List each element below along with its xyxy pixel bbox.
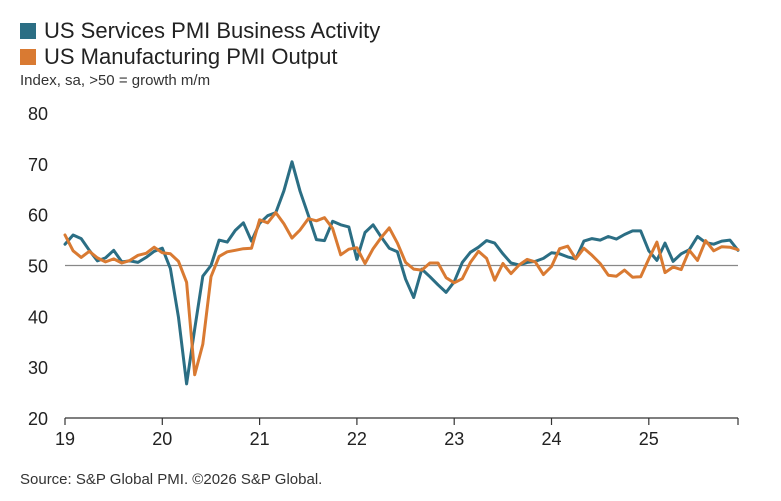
x-tick-label: 24 [541,429,561,449]
series-line-manufacturing [63,211,740,377]
y-tick-label: 70 [28,155,48,175]
legend-swatch-services [20,23,36,39]
x-tick-label: 23 [444,429,464,449]
x-tick-label: 19 [55,429,75,449]
y-tick-label: 30 [28,358,48,378]
legend-swatch-manufacturing [20,49,36,65]
legend-item-manufacturing[interactable]: US Manufacturing PMI Output [20,44,380,70]
x-tick-label: 22 [347,429,367,449]
y-tick-label: 20 [28,409,48,429]
legend-label-services: US Services PMI Business Activity [44,18,381,43]
series-line-services [63,160,740,386]
legend-item-services[interactable]: US Services PMI Business Activity [20,18,380,44]
legend-label-manufacturing: US Manufacturing PMI Output [44,44,338,69]
chart-source: Source: S&P Global PMI. ©2026 S&P Global… [20,471,323,488]
chart-subtitle: Index, sa, >50 = growth m/m [20,72,211,89]
y-tick-label: 60 [28,206,48,226]
x-tick-label: 21 [250,429,270,449]
x-tick-label: 20 [152,429,172,449]
x-tick-label: 25 [639,429,659,449]
y-tick-label: 40 [28,307,48,327]
chart-legend: US Services PMI Business Activity US Man… [20,18,380,70]
y-tick-label: 80 [28,104,48,124]
y-tick-label: 50 [28,257,48,277]
